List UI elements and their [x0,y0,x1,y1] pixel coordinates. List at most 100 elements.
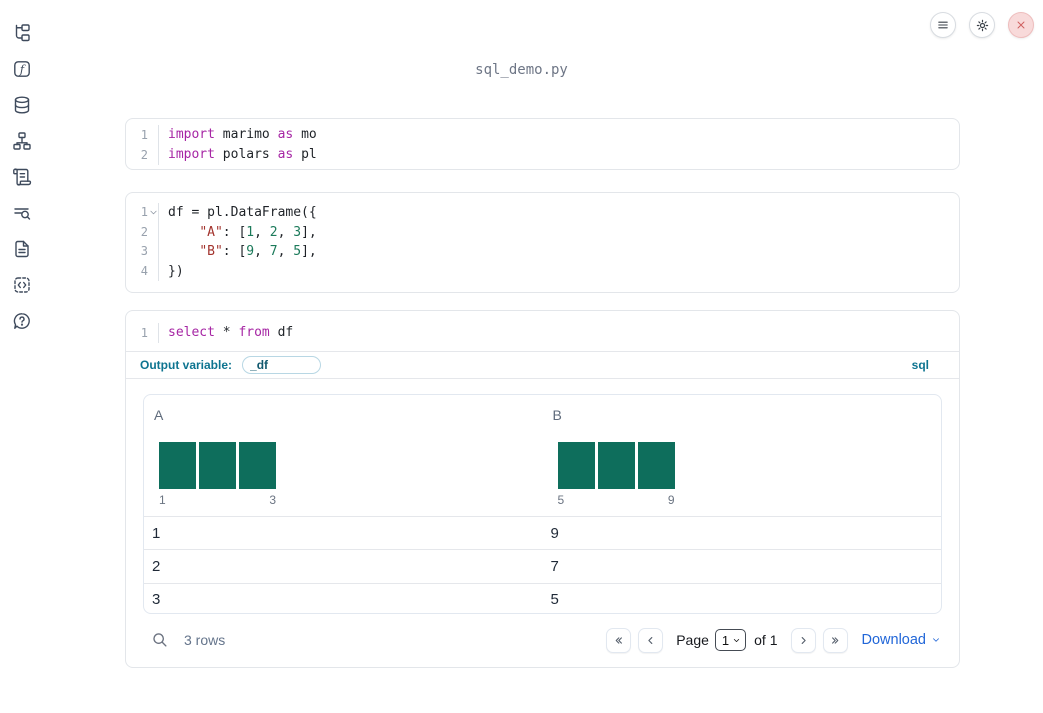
histogram-max-label: 9 [667,493,675,507]
output-variable-input[interactable] [242,356,322,374]
histogram-min-label: 5 [557,493,565,507]
fold-chevron-icon[interactable] [148,203,158,223]
search-icon[interactable] [151,631,169,649]
line-number: 1 [140,128,148,142]
fold-gutter [148,223,158,243]
column-histogram [557,442,675,489]
scratchpad-icon[interactable] [12,167,32,187]
last-page-button[interactable] [822,627,848,653]
page-of-label: of 1 [754,632,778,648]
documentation-icon[interactable] [12,239,32,259]
table-cell: 1 [152,524,161,542]
line-number: 4 [140,263,148,278]
column-histogram [159,442,276,489]
pagination: Page 1 of 1 Download [606,627,942,653]
fold-gutter [148,242,158,262]
settings-button[interactable] [969,12,995,38]
table-cell: 5 [550,591,559,609]
fold-gutter [148,145,158,165]
histogram-bar [239,442,276,489]
page-select[interactable]: 1 [714,629,747,651]
code-line[interactable]: 4}) [126,261,959,282]
code-text: "A": [1, 2, 3], [158,222,959,242]
menu-icon [938,21,948,29]
language-badge[interactable]: sql [911,358,929,372]
code-line[interactable]: 2 import polars as pl [126,145,959,165]
line-number: 2 [140,148,148,162]
function-icon[interactable]: f [12,59,32,79]
output-variable-row: Output variable: sql [126,352,959,379]
output-variable-label: Output variable: [140,358,233,372]
line-number: 1 [140,326,148,340]
table-footer: 3 rows Page 1 of 1 [143,621,942,659]
chevrons-left-icon [615,636,623,644]
sql-code-editor[interactable]: 1 select * from df [126,311,959,352]
chevron-right-icon [801,636,806,644]
code-line[interactable]: 1 import marimo as mo [126,125,959,145]
line-number: 3 [140,244,148,258]
chevron-left-icon [648,636,653,644]
histogram-bar [597,442,635,489]
logs-search-icon[interactable] [12,203,32,223]
column-name: A [154,407,164,423]
file-tree-icon[interactable] [12,23,32,43]
histogram-min-label: 1 [159,493,166,507]
sql-cell: 1 select * from df Output variable: sql A… [125,310,960,668]
close-icon [1017,21,1025,29]
code-text: import marimo as mo [158,125,959,145]
menu-button[interactable] [930,12,956,38]
table-cell: 2 [152,557,161,575]
column-name: B [552,407,562,423]
helper-sidebar: f [0,0,44,713]
dependency-graph-icon[interactable] [12,131,32,151]
chevrons-right-icon [831,636,838,644]
notebook-filename[interactable]: sql_demo.py [475,62,568,78]
histogram-max-label: 3 [269,493,276,507]
top-right-controls [930,12,1034,38]
code-text: }) [158,261,959,281]
code-cell-dataframe[interactable]: 1 df = pl.DataFrame({2 "A": [1, 2, 3], 3 "… [125,192,960,293]
code-text: import polars as pl [158,145,959,165]
svg-text:f: f [19,62,26,76]
code-text: df = pl.DataFrame({ [158,203,959,223]
line-number: 1 [140,205,148,219]
page-label: Page [676,632,709,648]
table-cell: 3 [152,591,161,609]
code-line[interactable]: 2 "A": [1, 2, 3], [126,222,959,243]
previous-page-button[interactable] [638,627,664,653]
shutdown-button[interactable] [1008,12,1034,38]
fold-gutter [148,262,158,282]
code-cell-imports[interactable]: 1 import marimo as mo 2 import polars as pl [125,118,960,170]
chevron-down-icon [933,638,939,642]
histogram-bar [159,442,196,489]
code-line[interactable]: 1 select * from df [126,323,959,343]
help-icon[interactable] [12,311,32,331]
snippets-icon[interactable] [12,275,32,295]
fold-gutter [148,125,158,145]
code-line[interactable]: 3 "B": [9, 7, 5], [126,242,959,262]
histogram-bar [557,442,595,489]
first-page-button[interactable] [606,627,632,653]
page-select-value: 1 [721,632,730,648]
database-icon[interactable] [12,95,32,115]
row-count-label: 3 rows [184,632,226,648]
code-text: select * from df [158,323,959,343]
next-page-button[interactable] [790,627,816,653]
download-button[interactable]: Download [862,632,942,648]
line-number: 2 [140,224,148,239]
table-cell: 9 [550,524,559,542]
code-line[interactable]: 1 df = pl.DataFrame({ [126,203,959,223]
code-text: "B": [9, 7, 5], [158,242,959,262]
